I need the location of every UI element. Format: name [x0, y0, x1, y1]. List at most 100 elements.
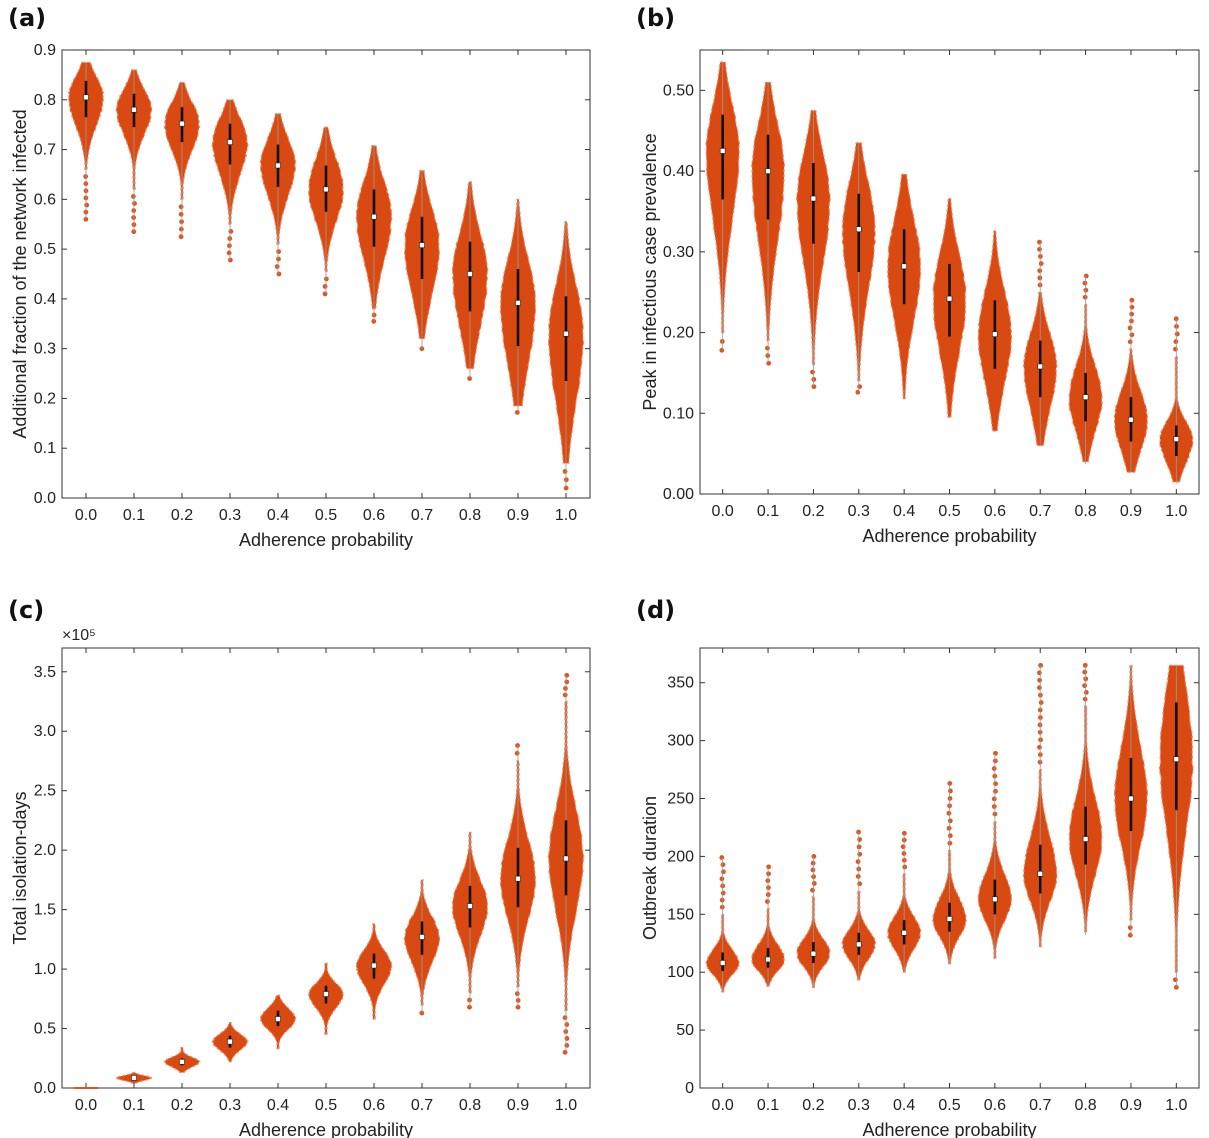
- median-marker: [467, 271, 473, 277]
- y-tick-label: 250: [667, 791, 694, 808]
- median-marker: [1128, 795, 1134, 802]
- median-marker: [719, 960, 726, 966]
- outlier-point: [178, 204, 184, 210]
- outlier-point: [947, 818, 953, 824]
- violin-0.1: [115, 69, 153, 235]
- violin-0.7: [403, 169, 441, 352]
- outlier-point: [811, 881, 817, 886]
- violin-0.2: [796, 854, 831, 988]
- x-tick-label: 0.6: [984, 503, 1006, 520]
- x-tick-label: 0.9: [1120, 503, 1142, 520]
- violin-0.4: [886, 830, 922, 973]
- outlier-point: [720, 890, 726, 896]
- median-marker: [946, 295, 953, 302]
- outlier-point: [130, 194, 136, 199]
- x-tick-label: 0.3: [219, 507, 241, 524]
- outlier-point: [1127, 932, 1133, 938]
- outlier-point: [855, 873, 861, 879]
- violin-0.2: [163, 1047, 201, 1074]
- median-marker: [765, 956, 771, 963]
- violin-1.0: [547, 221, 585, 491]
- median-marker: [1037, 363, 1044, 370]
- outlier-point: [857, 881, 863, 887]
- median-marker: [563, 855, 569, 862]
- panel-label: (d): [636, 596, 675, 624]
- violin-0.5: [307, 126, 345, 297]
- y-tick-label: 0.20: [663, 325, 694, 342]
- x-tick-label: 0.0: [712, 1097, 734, 1114]
- x-tick-label: 0.7: [411, 507, 433, 524]
- x-tick-label: 0.6: [984, 1097, 1006, 1114]
- outlier-point: [1129, 297, 1135, 303]
- outlier-point: [467, 997, 472, 1003]
- y-axis-label: Peak in infectious case prevalence: [640, 133, 660, 410]
- x-tick-label: 0.9: [507, 1097, 529, 1114]
- outlier-point: [1083, 689, 1089, 695]
- outlier-point: [1129, 311, 1135, 317]
- x-tick-label: 0.3: [219, 1097, 241, 1114]
- outlier-point: [467, 1004, 472, 1010]
- y-tick-label: 0.7: [34, 142, 56, 159]
- outlier-point: [902, 864, 908, 870]
- outlier-point: [1082, 280, 1088, 286]
- outlier-point: [991, 804, 997, 809]
- median-marker: [275, 1016, 281, 1022]
- outlier-point: [811, 854, 817, 859]
- median-marker: [227, 1038, 233, 1045]
- x-tick-label: 0.5: [315, 1097, 337, 1114]
- median-marker: [1082, 394, 1089, 400]
- outlier-point: [1037, 239, 1042, 245]
- outlier-point: [993, 750, 998, 756]
- median-marker: [131, 106, 137, 113]
- outlier-point: [227, 243, 232, 249]
- panel-label: (b): [636, 4, 675, 32]
- outlier-point: [1174, 331, 1180, 337]
- outlier-point: [811, 384, 817, 390]
- x-tick-label: 0.3: [848, 1097, 870, 1114]
- panel-b: (b) 0.00 0.10 0.20 0.30 0.40 0.50 0.0 0.1 0.2 0.3 0…: [604, 0, 1209, 569]
- median-marker: [467, 903, 473, 909]
- y-tick-label: 0.2: [34, 390, 56, 407]
- outlier-point: [467, 376, 472, 381]
- outlier-point: [1037, 744, 1042, 750]
- outlier-point: [276, 256, 281, 262]
- violin-0.7: [403, 879, 441, 1016]
- violin-0.1: [115, 1071, 153, 1084]
- outlier-point: [562, 692, 568, 698]
- outlier-point: [719, 347, 725, 353]
- outlier-point: [132, 201, 137, 206]
- x-tick-label: 0.4: [893, 503, 915, 520]
- x-tick-label: 0.8: [1074, 1097, 1096, 1114]
- outlier-point: [1173, 339, 1179, 344]
- x-tick-label: 0.3: [848, 503, 870, 520]
- outlier-point: [1038, 662, 1043, 668]
- median-marker: [810, 950, 817, 957]
- outlier-point: [1129, 332, 1135, 338]
- y-tick-label: 50: [676, 1022, 694, 1039]
- median-marker: [419, 242, 425, 248]
- outlier-point: [857, 851, 863, 857]
- outlier-point: [948, 788, 953, 794]
- y-tick-label: 0.3: [34, 341, 56, 358]
- y-tick-label: 0.9: [34, 42, 56, 59]
- outlier-point: [900, 844, 906, 850]
- outlier-point: [564, 1022, 570, 1027]
- violin-0.9: [499, 198, 537, 415]
- outlier-point: [765, 345, 770, 351]
- y-tick-label: 0.5: [34, 1021, 56, 1038]
- outlier-point: [766, 360, 772, 366]
- x-tick-label: 1.0: [555, 1097, 577, 1114]
- y-axis-label: Outbreak duration: [640, 796, 660, 940]
- x-tick-label: 0.5: [315, 507, 337, 524]
- violin-0.4: [259, 113, 297, 277]
- outlier-point: [131, 229, 137, 235]
- violin-0.5: [932, 197, 967, 418]
- x-tick-label: 0.6: [363, 1097, 385, 1114]
- outlier-point: [228, 228, 234, 234]
- violin-0.1: [751, 864, 785, 987]
- outlier-point: [322, 284, 328, 289]
- outlier-point: [563, 686, 568, 691]
- outlier-point: [1129, 304, 1135, 310]
- violin-0.4: [259, 994, 297, 1050]
- x-tick-label: 0.4: [893, 1097, 915, 1114]
